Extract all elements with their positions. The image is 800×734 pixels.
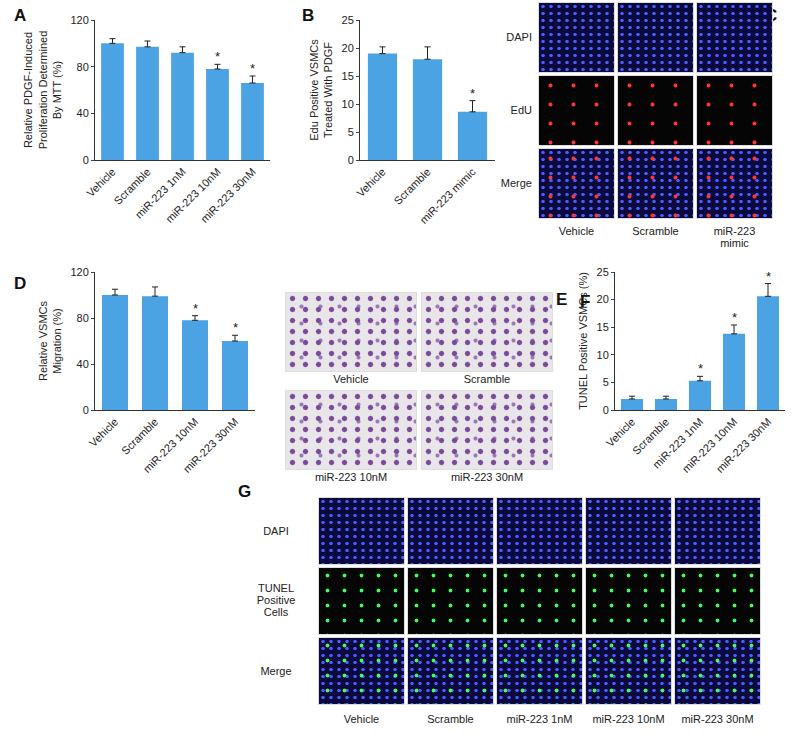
html-text:Scramble: Scramble (632, 225, 679, 237)
svg-text:*: * (470, 86, 475, 101)
svg-text:120: 120 (70, 14, 88, 26)
svg-text:40: 40 (77, 107, 89, 119)
svg-text:miR-223 30nM: miR-223 30nM (714, 416, 773, 475)
svg-text:Scramble: Scramble (119, 416, 160, 457)
svg-text:B: B (302, 6, 314, 25)
svg-text:miR-223 30nM: miR-223 30nM (181, 416, 240, 475)
svg-text:Relative VSMCsMigration (%): Relative VSMCsMigration (%) (37, 300, 63, 381)
svg-text:25: 25 (597, 266, 609, 278)
html-text:DAPI: DAPI (263, 524, 289, 537)
svg-text:*: * (215, 49, 220, 64)
svg-text:TUNEL Positive VSMCs (%): TUNEL Positive VSMCs (%) (577, 272, 589, 410)
html-text:Scramble: Scramble (427, 713, 474, 725)
svg-text:Vehicle: Vehicle (354, 166, 388, 200)
svg-text:D: D (14, 274, 26, 293)
html-text:miR-223 10nM: miR-223 10nM (314, 471, 388, 483)
html-text:EdU: EdU (510, 103, 532, 116)
svg-text:20: 20 (597, 293, 609, 305)
svg-text:Edu Positive VSMCsTreated With: Edu Positive VSMCsTreated With PDGF (308, 39, 334, 141)
html-text:G: G (238, 482, 252, 501)
html-text:Vehicle: Vehicle (343, 713, 380, 725)
svg-text:*: * (766, 269, 771, 284)
svg-text:40: 40 (77, 358, 89, 370)
svg-text:A: A (14, 6, 26, 25)
svg-text:miR-223 1nM: miR-223 1nM (650, 416, 705, 471)
svg-text:15: 15 (597, 321, 609, 333)
svg-text:*: * (732, 310, 737, 325)
svg-text:Scramble: Scramble (630, 416, 671, 457)
html-text:miR-223 10nM: miR-223 10nM (592, 713, 665, 725)
svg-text:80: 80 (77, 312, 89, 324)
svg-text:25: 25 (342, 14, 354, 26)
svg-text:*: * (233, 320, 238, 335)
html-text:Merge: Merge (260, 664, 292, 677)
svg-text:0: 0 (83, 404, 89, 416)
html-text:miR-223 30nM: miR-223 30nM (450, 471, 524, 483)
svg-text:10: 10 (597, 349, 609, 361)
svg-text:*: * (698, 361, 703, 376)
svg-text:miR-223 mimic: miR-223 mimic (417, 165, 478, 226)
html-text:miR-223 1nM: miR-223 1nM (506, 713, 573, 725)
svg-text:15: 15 (342, 70, 354, 82)
svg-text:Vehicle: Vehicle (87, 416, 121, 450)
svg-text:10: 10 (342, 98, 354, 110)
html-text:C: C (765, 6, 778, 25)
svg-text:miR-223 30nM: miR-223 30nM (198, 166, 257, 225)
html-text:Vehicle: Vehicle (333, 373, 369, 385)
svg-text:*: * (250, 61, 255, 76)
svg-text:0: 0 (83, 154, 89, 166)
html-text:Scramble: Scramble (463, 373, 511, 385)
svg-text:120: 120 (70, 266, 88, 278)
svg-text:0: 0 (348, 154, 354, 166)
svg-text:miR-223 10nM: miR-223 10nM (680, 416, 739, 475)
svg-text:80: 80 (77, 61, 89, 73)
svg-text:Relative PDGF-InducedProlifera: Relative PDGF-InducedProliferation Deter… (22, 31, 63, 150)
html-text:DAPI: DAPI (506, 30, 532, 43)
svg-text:miR-223 1nM: miR-223 1nM (133, 166, 188, 221)
html-text:Merge: Merge (500, 176, 532, 189)
svg-text:Vehicle: Vehicle (84, 166, 118, 200)
html-text:E: E (556, 290, 568, 309)
svg-text:Scramble: Scramble (391, 166, 432, 207)
svg-text:5: 5 (603, 376, 609, 388)
svg-text:Vehicle: Vehicle (604, 416, 638, 450)
html-text:miR-223 mimic: miR-223 mimic (713, 225, 756, 249)
svg-text:0: 0 (603, 404, 609, 416)
svg-text:miR-223 10nM: miR-223 10nM (163, 166, 222, 225)
svg-text:Scramble: Scramble (111, 166, 152, 207)
svg-text:5: 5 (348, 126, 354, 138)
html-text:Vehicle: Vehicle (558, 225, 595, 237)
html-text:TUNEL Positive Cells: TUNEL Positive Cells (256, 581, 296, 618)
html-text:miR-223 30nM: miR-223 30nM (681, 713, 754, 725)
svg-text:F: F (580, 292, 590, 311)
svg-text:*: * (193, 301, 198, 316)
svg-text:20: 20 (342, 42, 354, 54)
svg-text:miR-223 10nM: miR-223 10nM (141, 416, 200, 475)
